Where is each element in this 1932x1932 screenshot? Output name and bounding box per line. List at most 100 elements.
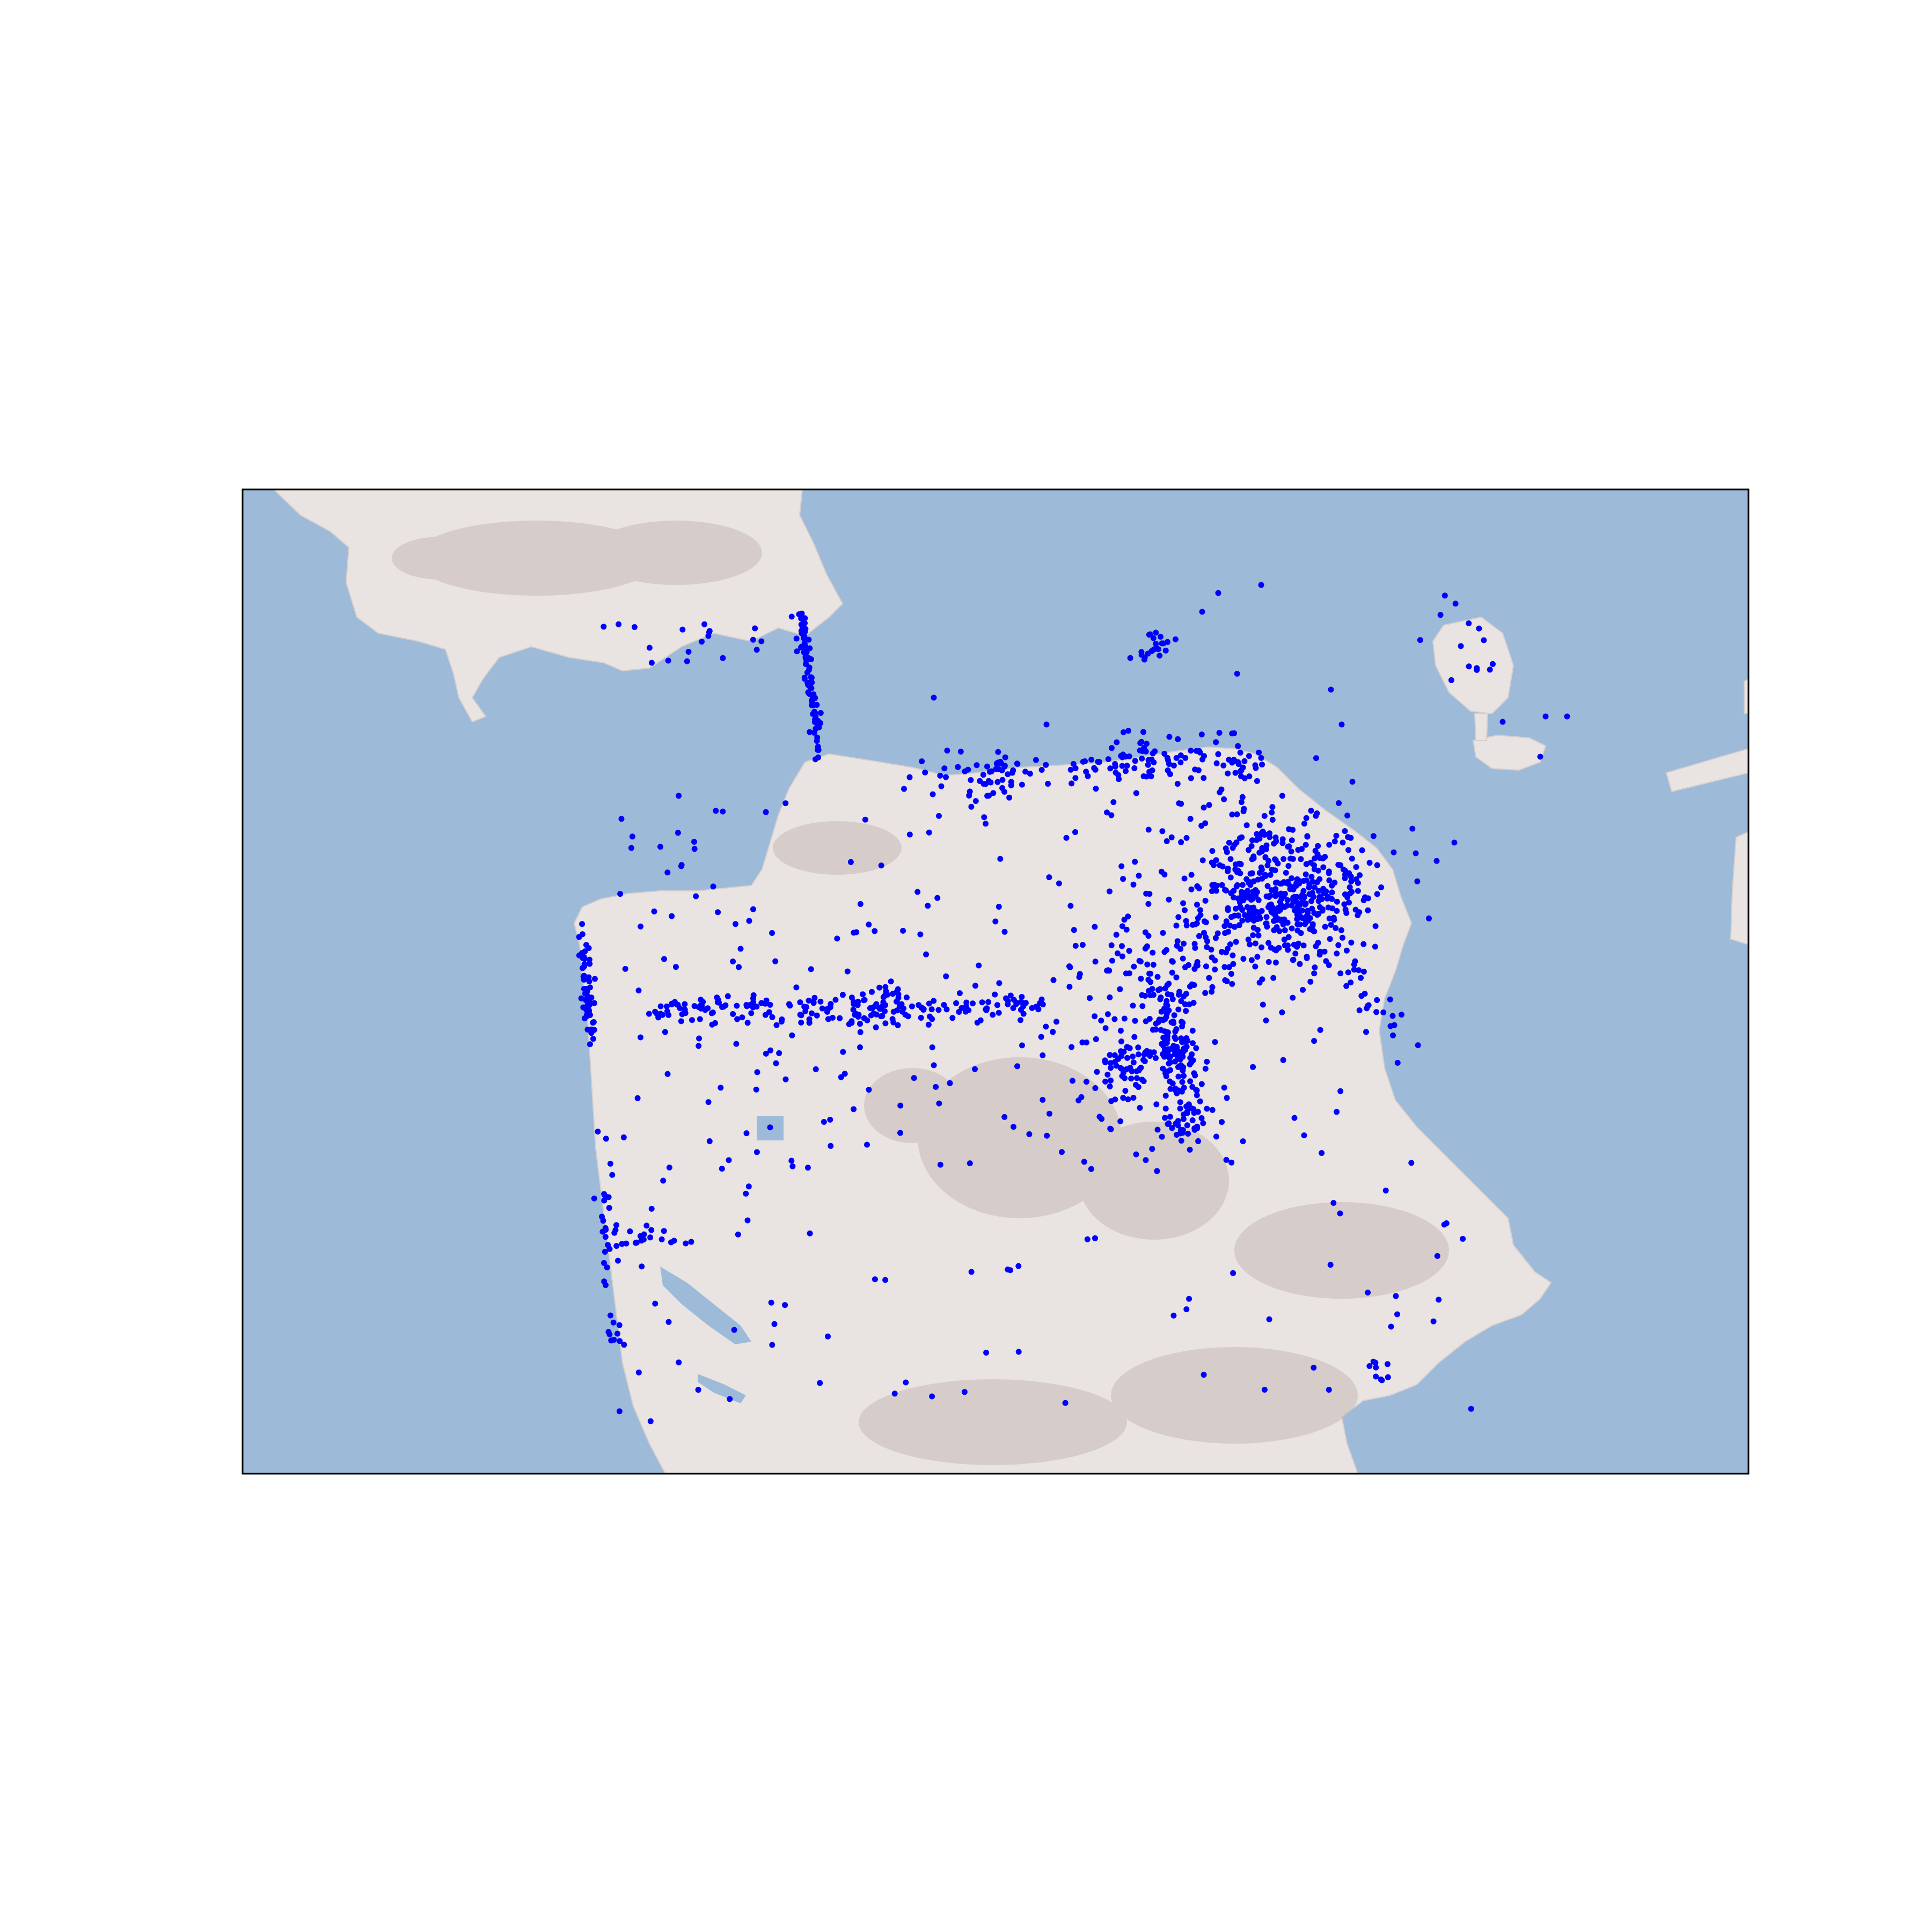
- marker-dot-icon: [705, 1099, 712, 1106]
- marker-dot-icon: [1290, 994, 1296, 1001]
- marker-dot-icon: [1125, 728, 1132, 734]
- marker-dot-icon: [758, 1000, 765, 1006]
- marker-dot-icon: [1079, 942, 1086, 948]
- marker-dot-icon: [1154, 1168, 1160, 1174]
- marker-dot-icon: [1317, 904, 1323, 910]
- marker-dot-icon: [1312, 855, 1318, 862]
- marker-dot-icon: [1176, 992, 1182, 998]
- marker-dot-icon: [1105, 756, 1111, 763]
- marker-dot-icon: [804, 679, 811, 686]
- marker-dot-icon: [1166, 734, 1173, 740]
- marker-dot-icon: [1173, 974, 1180, 980]
- marker-dot-icon: [1261, 813, 1268, 819]
- marker-dot-icon: [1182, 1038, 1188, 1045]
- marker-dot-icon: [1172, 1034, 1178, 1040]
- marker-dot-icon: [683, 1240, 689, 1247]
- marker-dot-icon: [1088, 757, 1095, 763]
- marker-dot-icon: [1311, 1364, 1317, 1371]
- marker-dot-icon: [961, 1389, 968, 1395]
- marker-dot-icon: [1167, 1086, 1174, 1092]
- marker-dot-icon: [997, 855, 1004, 862]
- marker-dot-icon: [1117, 1065, 1124, 1071]
- marker-dot-icon: [996, 904, 1002, 910]
- marker-dot-icon: [1148, 648, 1155, 654]
- marker-dot-icon: [996, 980, 1002, 986]
- marker-dot-icon: [684, 658, 690, 664]
- marker-dot-icon: [941, 765, 948, 772]
- marker-dot-icon: [903, 994, 910, 1001]
- marker-dot-icon: [798, 1019, 804, 1026]
- marker-dot-icon: [1272, 856, 1278, 862]
- marker-dot-icon: [983, 1350, 990, 1356]
- marker-dot-icon: [1015, 1349, 1022, 1355]
- marker-dot-icon: [606, 1205, 612, 1211]
- marker-dot-icon: [1249, 837, 1255, 844]
- marker-dot-icon: [1230, 1270, 1236, 1276]
- marker-dot-icon: [928, 1006, 935, 1013]
- marker-dot-icon: [1175, 1122, 1181, 1129]
- marker-dot-icon: [631, 624, 638, 630]
- marker-dot-icon: [1313, 943, 1319, 949]
- marker-dot-icon: [769, 1342, 775, 1348]
- marker-dot-icon: [1166, 980, 1172, 987]
- marker-dot-icon: [1357, 872, 1363, 879]
- marker-dot-icon: [1387, 1023, 1394, 1029]
- marker-dot-icon: [1329, 905, 1336, 912]
- marker-dot-icon: [582, 975, 589, 982]
- marker-dot-icon: [1220, 762, 1227, 769]
- marker-dot-icon: [1301, 1132, 1307, 1139]
- marker-dot-icon: [1252, 963, 1258, 970]
- marker-dot-icon: [1226, 839, 1232, 846]
- marker-dot-icon: [801, 1004, 808, 1010]
- marker-dot-icon: [1105, 967, 1111, 974]
- marker-dot-icon: [763, 1050, 769, 1057]
- marker-dot-icon: [1149, 767, 1155, 773]
- marker-dot-icon: [647, 1418, 654, 1424]
- marker-dot-icon: [1104, 1011, 1111, 1018]
- marker-dot-icon: [587, 961, 593, 967]
- marker-dot-icon: [807, 645, 813, 652]
- marker-dot-icon: [998, 760, 1005, 767]
- marker-dot-icon: [1130, 1053, 1136, 1060]
- marker-dot-icon: [1213, 888, 1219, 894]
- marker-dot-icon: [806, 636, 812, 643]
- marker-dot-icon: [601, 1197, 608, 1204]
- marker-dot-icon: [1280, 856, 1287, 862]
- marker-dot-icon: [944, 748, 950, 754]
- marker-dot-icon: [1228, 890, 1234, 896]
- marker-dot-icon: [1306, 891, 1313, 897]
- marker-dot-icon: [1188, 775, 1194, 781]
- marker-dot-icon: [1248, 957, 1255, 963]
- marker-dot-icon: [1148, 756, 1155, 763]
- marker-dot-icon: [994, 1002, 1000, 1008]
- marker-dot-icon: [1228, 971, 1234, 977]
- map-frame: [241, 488, 1750, 1475]
- marker-layer: [576, 582, 1570, 1424]
- marker-dot-icon: [1066, 984, 1073, 990]
- marker-dot-icon: [1072, 942, 1079, 949]
- marker-dot-icon: [1133, 1068, 1140, 1074]
- marker-dot-icon: [1362, 894, 1368, 901]
- marker-dot-icon: [616, 1408, 623, 1415]
- marker-dot-icon: [901, 786, 907, 792]
- marker-dot-icon: [984, 793, 991, 799]
- marker-dot-icon: [1360, 969, 1367, 975]
- marker-dot-icon: [1035, 1006, 1042, 1013]
- marker-dot-icon: [1141, 1051, 1147, 1058]
- marker-dot-icon: [1131, 765, 1138, 771]
- marker-dot-icon: [1149, 986, 1155, 992]
- marker-dot-icon: [1134, 1075, 1140, 1081]
- marker-dot-icon: [1117, 1028, 1124, 1034]
- marker-dot-icon: [793, 984, 800, 991]
- marker-dot-icon: [809, 702, 815, 708]
- marker-dot-icon: [1223, 887, 1229, 894]
- marker-dot-icon: [1201, 918, 1208, 925]
- marker-dot-icon: [1326, 916, 1333, 921]
- marker-dot-icon: [1108, 942, 1115, 948]
- marker-dot-icon: [1372, 943, 1378, 950]
- marker-dot-icon: [1179, 1079, 1185, 1085]
- marker-dot-icon: [968, 803, 975, 810]
- marker-dot-icon: [1027, 771, 1033, 777]
- marker-dot-icon: [1296, 908, 1302, 914]
- marker-dot-icon: [1309, 905, 1315, 912]
